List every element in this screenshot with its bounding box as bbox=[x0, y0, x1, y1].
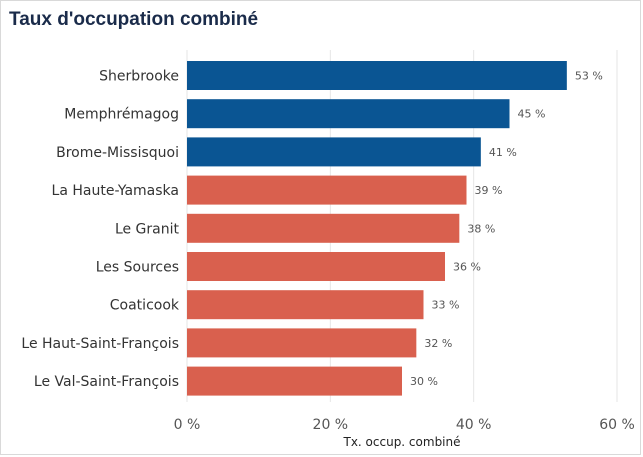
chart-title: Taux d'occupation combiné bbox=[9, 9, 259, 30]
category-label: Les Sources bbox=[96, 260, 179, 276]
bar bbox=[187, 137, 481, 167]
value-label: 39 % bbox=[475, 184, 503, 197]
category-label: Le Val-Saint-François bbox=[34, 374, 179, 390]
bar bbox=[187, 61, 567, 90]
x-tick-label: 60 % bbox=[599, 417, 635, 433]
value-label: 41 % bbox=[489, 146, 517, 159]
category-label: Sherbrooke bbox=[99, 69, 179, 85]
category-labels: Sherbrooke Memphrémagog Brome-Missisquoi La… bbox=[21, 69, 180, 391]
bar bbox=[187, 366, 402, 396]
x-axis-label: Tx. occup. combiné bbox=[342, 435, 460, 449]
bars bbox=[187, 61, 567, 396]
bar bbox=[187, 290, 424, 320]
value-label: 36 % bbox=[453, 261, 481, 274]
bar bbox=[187, 175, 467, 205]
x-tick-label: 0 % bbox=[174, 417, 201, 433]
value-labels: 53 % 45 % 41 % 39 % 38 % 36 % 33 % 32 % 30 % bbox=[410, 70, 603, 389]
value-label: 45 % bbox=[518, 108, 546, 121]
category-label: Coaticook bbox=[110, 298, 180, 314]
value-label: 53 % bbox=[575, 70, 603, 83]
category-label: Le Granit bbox=[115, 221, 180, 237]
category-label: La Haute-Yamaska bbox=[52, 183, 179, 199]
category-label: Memphrémagog bbox=[64, 107, 179, 123]
bar bbox=[187, 252, 445, 281]
bar bbox=[187, 213, 460, 243]
value-label: 33 % bbox=[432, 299, 460, 312]
value-label: 38 % bbox=[467, 222, 495, 235]
bar bbox=[187, 99, 510, 129]
x-tick-label: 40 % bbox=[456, 417, 492, 433]
value-label: 30 % bbox=[410, 375, 438, 388]
category-label: Le Haut-Saint-François bbox=[21, 336, 179, 352]
bar bbox=[187, 328, 417, 358]
value-label: 32 % bbox=[424, 337, 452, 350]
x-tick-label: 20 % bbox=[313, 417, 349, 433]
category-label: Brome-Missisquoi bbox=[56, 145, 179, 161]
x-tick-labels: 0 % 20 % 40 % 60 % bbox=[174, 417, 635, 433]
